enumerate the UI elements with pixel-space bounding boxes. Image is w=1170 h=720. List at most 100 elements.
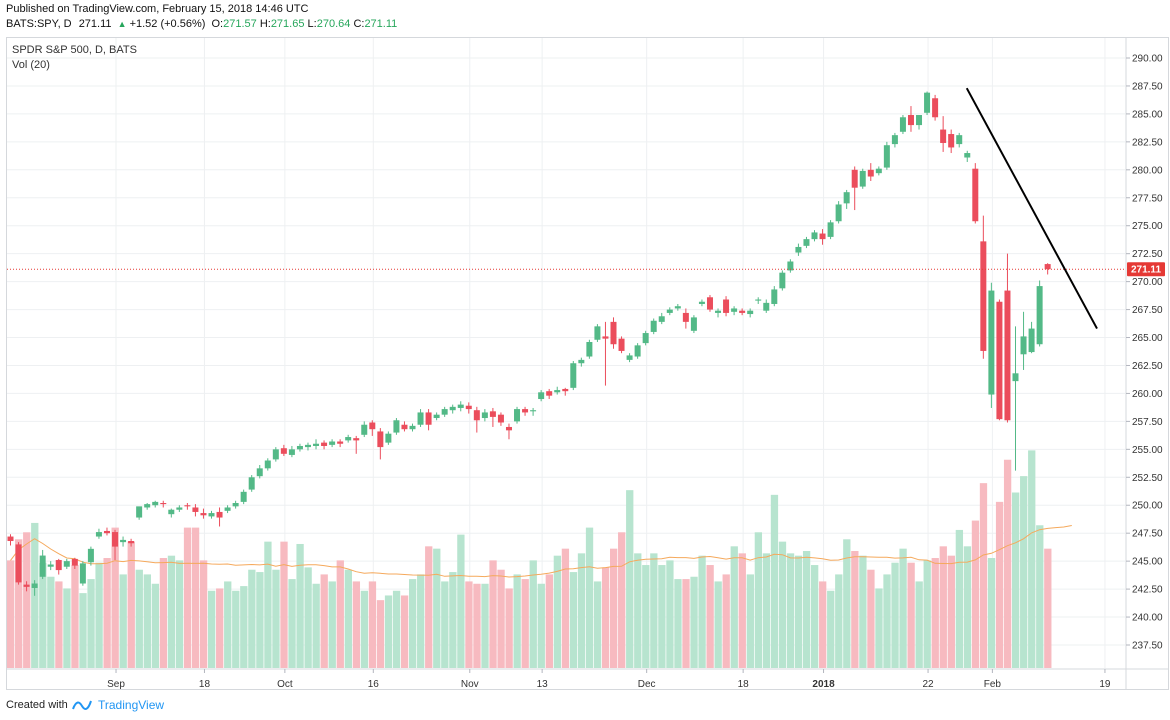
- volume-bar: [995, 501, 1004, 668]
- volume-bar: [224, 581, 232, 668]
- candle-body: [586, 341, 593, 357]
- candle: [562, 387, 569, 396]
- volume-bar: [352, 581, 361, 668]
- candle-body: [304, 444, 311, 448]
- volume-bar: [95, 562, 103, 668]
- candle: [634, 343, 641, 359]
- tradingview-brand-link[interactable]: TradingView: [98, 698, 165, 712]
- volume-bar: [907, 562, 915, 668]
- volume-bar: [851, 551, 859, 668]
- price-tick-label: 250.00: [1132, 501, 1163, 512]
- volume-bar: [55, 581, 63, 668]
- candle-body: [15, 544, 22, 583]
- volume-bar: [577, 553, 586, 668]
- volume-bar: [505, 588, 513, 668]
- candle: [899, 115, 906, 135]
- candle-body: [144, 504, 151, 508]
- candle-body: [449, 406, 456, 411]
- tradingview-logo-icon[interactable]: [72, 698, 92, 712]
- volume-bar: [240, 586, 248, 668]
- candle: [924, 91, 931, 116]
- chart-pane[interactable]: [6, 37, 1169, 690]
- candle-body: [1020, 336, 1027, 355]
- candle: [747, 308, 754, 318]
- volume-bar: [320, 574, 328, 668]
- candle: [883, 141, 890, 170]
- candle-body: [626, 355, 633, 360]
- volume-bar: [280, 541, 288, 668]
- candle-body: [522, 409, 529, 413]
- candle: [972, 163, 979, 224]
- volume-bar: [167, 555, 176, 668]
- candle: [112, 529, 119, 561]
- volume-bar: [23, 532, 31, 668]
- volume-bar: [891, 562, 899, 668]
- high-value: 271.65: [270, 18, 305, 30]
- candle-body: [329, 441, 336, 445]
- volume-bar: [497, 569, 505, 668]
- candle: [433, 412, 440, 421]
- candle: [369, 420, 376, 436]
- price-axis: 237.50 240.00 242.50 245.00 247.50 250.00 252.…: [1126, 54, 1163, 652]
- candle: [723, 296, 730, 317]
- candle: [787, 259, 794, 273]
- candle-body: [337, 441, 344, 444]
- volume-bar: [433, 548, 441, 668]
- candle: [1012, 326, 1019, 471]
- candle: [313, 439, 320, 450]
- trendline: [965, 87, 1098, 330]
- candle-body: [739, 310, 746, 313]
- candle-body: [827, 222, 834, 237]
- volume-bar: [593, 581, 602, 668]
- candle-body: [988, 290, 995, 395]
- volume-bar: [618, 532, 626, 668]
- candle: [296, 443, 303, 452]
- volume-bar: [1012, 492, 1020, 668]
- candle-body: [682, 312, 689, 322]
- candle: [682, 308, 689, 329]
- candle-body: [296, 445, 303, 450]
- candle: [505, 423, 512, 440]
- candle-body: [417, 412, 424, 425]
- price-chart[interactable]: 237.50 240.00 242.50 245.00 247.50 250.00 252.…: [0, 0, 1170, 692]
- candle-body: [248, 477, 255, 490]
- time-tick-label: Sep: [107, 679, 125, 690]
- candle: [337, 439, 344, 448]
- price-tick-label: 285.00: [1132, 109, 1163, 120]
- candle: [1036, 280, 1043, 347]
- candle-body: [787, 261, 794, 271]
- candle: [996, 299, 1003, 421]
- candle: [23, 581, 30, 592]
- volume-bar: [328, 581, 336, 668]
- candle-body: [240, 491, 247, 502]
- candle-body: [465, 405, 472, 410]
- volume-bar: [786, 553, 795, 668]
- candle-body: [891, 135, 898, 145]
- candle-body: [103, 530, 110, 534]
- volume-bar: [417, 574, 425, 668]
- candle: [280, 444, 287, 457]
- volume-bar: [384, 595, 393, 668]
- symbol-quote-bar: BATS:SPY, D 271.11 ▲ +1.52 (+0.56%) O:27…: [6, 18, 397, 30]
- candle: [666, 307, 673, 316]
- price-tick-label: 237.50: [1132, 641, 1163, 652]
- time-tick-label: 2018: [812, 679, 835, 690]
- candle: [497, 412, 504, 426]
- created-with-text: Created with: [6, 699, 68, 711]
- candle: [988, 282, 995, 408]
- volume-bar: [843, 539, 851, 668]
- volume-bar: [714, 581, 722, 668]
- volume-bar: [770, 494, 779, 668]
- volume-bar: [513, 574, 521, 668]
- candle: [706, 295, 713, 312]
- volume-bar: [344, 569, 352, 668]
- candle: [417, 409, 424, 427]
- volume-bar: [1028, 450, 1036, 668]
- candle-body: [377, 431, 384, 448]
- candle: [55, 558, 62, 575]
- candle: [763, 299, 770, 313]
- candle: [715, 308, 722, 318]
- candle: [554, 386, 561, 395]
- candle-body: [87, 548, 94, 563]
- close-label: C:: [353, 18, 365, 30]
